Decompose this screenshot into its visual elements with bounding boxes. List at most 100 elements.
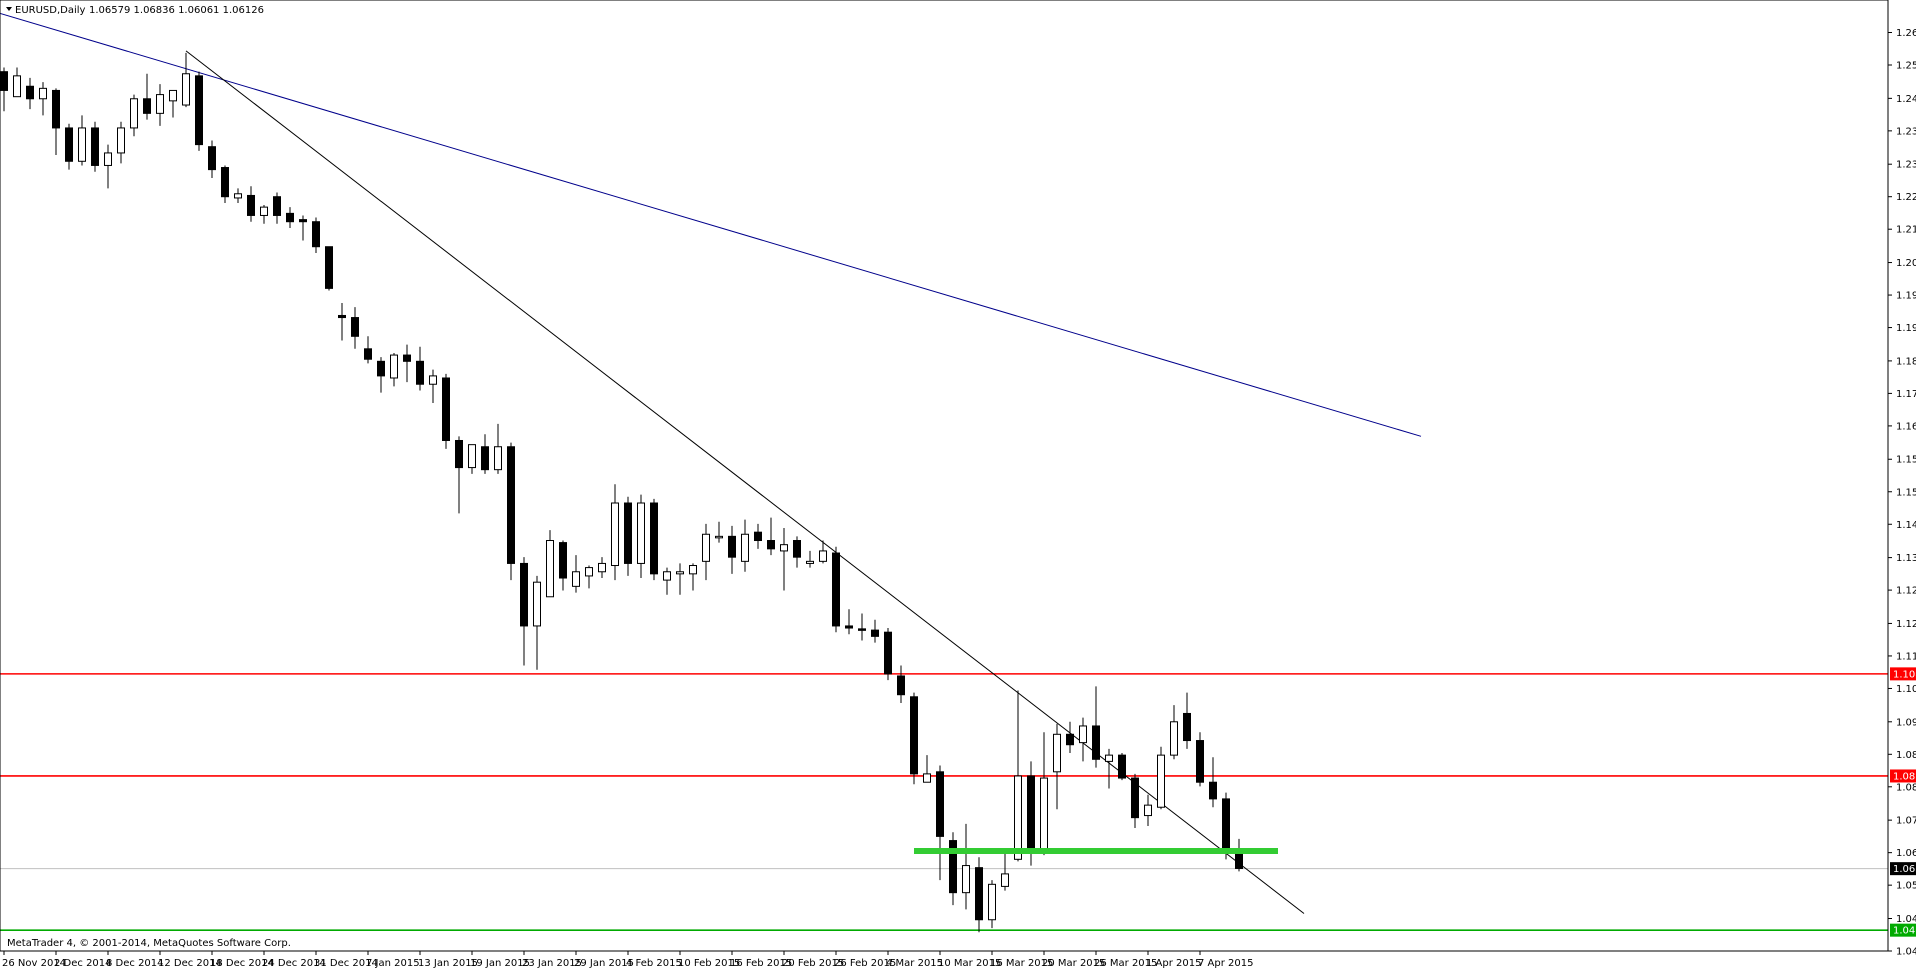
candle <box>13 67 21 98</box>
candle <box>650 498 658 581</box>
bull-candle-body <box>468 444 476 469</box>
candle <box>104 144 112 189</box>
candle <box>975 857 983 933</box>
short-term-downtrend-trendline[interactable] <box>185 50 1305 914</box>
bull-candle-body <box>1105 754 1113 762</box>
x-tick-label: 16 Mar 2015 <box>990 958 1053 969</box>
candle <box>1157 746 1165 810</box>
y-tick-label: 1.04150 <box>1896 947 1916 958</box>
bear-candle-body <box>832 552 840 627</box>
bear-candle-body <box>481 446 489 471</box>
candle <box>1092 686 1100 768</box>
candle <box>533 575 541 670</box>
y-tick-label: 1.12010 <box>1896 619 1916 630</box>
candle <box>182 52 190 108</box>
bear-candle-body <box>1222 798 1230 850</box>
candle <box>364 336 372 364</box>
x-tick-label: 7 Apr 2015 <box>1198 958 1253 969</box>
candle <box>1196 732 1204 787</box>
bull-candle-body <box>390 354 398 379</box>
bull-candle-body <box>1079 725 1087 744</box>
ohlc-readout: 1.06579 1.06836 1.06061 1.06126 <box>89 5 264 16</box>
bear-candle-body <box>793 540 801 558</box>
bull-candle-body <box>988 883 996 921</box>
x-tick-label: 10 Feb 2015 <box>678 958 740 969</box>
bear-candle-body <box>221 167 229 198</box>
candle <box>520 557 528 666</box>
candle <box>936 765 944 881</box>
bear-candle-body <box>1118 754 1126 779</box>
bear-candle-body <box>286 212 294 223</box>
candle <box>1079 717 1087 762</box>
candle <box>559 540 567 591</box>
candle <box>1209 757 1217 808</box>
level-price-label-0-bg <box>1890 667 1916 681</box>
y-tick-label: 1.23030 <box>1896 160 1916 171</box>
candle <box>728 525 736 574</box>
bear-candle-body <box>559 542 567 579</box>
price-axis: 1.26190 1.25410 1.24610 1.23830 1.23030 1.222… <box>1888 28 1916 958</box>
bull-candle-body <box>104 152 112 166</box>
x-tick-label: 24 Dec 2014 <box>262 958 326 969</box>
bear-candle-body <box>650 502 658 575</box>
bull-candle-body <box>598 562 606 573</box>
candle <box>1170 705 1178 760</box>
candle <box>988 880 996 929</box>
y-tick-label: 1.05730 <box>1896 881 1916 892</box>
level-price-label-2-bg <box>1890 923 1916 937</box>
y-tick-label: 1.26190 <box>1896 28 1916 39</box>
y-tick-label: 1.16750 <box>1896 421 1916 432</box>
dropdown-triangle-icon[interactable] <box>6 7 12 11</box>
candle <box>1001 848 1009 891</box>
long-term-downtrend-trendline[interactable] <box>0 3 1422 437</box>
bear-candle-body <box>754 531 762 542</box>
y-tick-label: 1.19110 <box>1896 323 1916 334</box>
bear-candle-body <box>338 314 346 319</box>
x-tick-label: 29 Jan 2015 <box>574 958 634 969</box>
bear-candle-body <box>910 696 918 775</box>
y-tick-label: 1.20670 <box>1896 258 1916 269</box>
symbol-label: EURUSD,Daily <box>15 5 86 16</box>
candle <box>598 557 606 579</box>
candle <box>832 546 840 633</box>
candle <box>1118 753 1126 781</box>
bull-candle-body <box>1170 721 1178 756</box>
bear-candle-body <box>949 840 957 894</box>
x-tick-label: 26 Feb 2015 <box>834 958 896 969</box>
bull-candle-body <box>13 75 21 98</box>
current-price-label-bg <box>1890 862 1916 876</box>
candle <box>910 692 918 785</box>
candle <box>819 540 827 564</box>
candle <box>390 352 398 387</box>
candle <box>611 484 619 581</box>
candle <box>1066 721 1074 754</box>
candle <box>78 115 86 166</box>
y-tick-label: 1.18310 <box>1896 356 1916 367</box>
bear-candle-body <box>377 360 385 377</box>
candle <box>377 357 385 393</box>
candle <box>169 89 177 118</box>
bear-candle-body <box>1027 775 1035 854</box>
bull-candle-body <box>780 544 788 552</box>
x-tick-label: 20 Mar 2015 <box>1042 958 1105 969</box>
candle <box>481 434 489 474</box>
bear-candle-body <box>936 771 944 837</box>
candle <box>429 369 437 403</box>
candle <box>624 496 632 576</box>
bear-candle-body <box>442 377 450 441</box>
candle <box>312 217 320 253</box>
bear-candle-body <box>0 71 8 91</box>
candle <box>156 84 164 126</box>
candle <box>949 832 957 906</box>
candle <box>260 205 268 224</box>
y-tick-label: 1.23830 <box>1896 126 1916 137</box>
candle <box>663 567 671 595</box>
level-price-label-1-bg <box>1890 769 1916 783</box>
bull-candle-body <box>234 193 242 199</box>
candle <box>585 565 593 589</box>
bear-candle-body <box>1066 733 1074 746</box>
bear-candle-body <box>1131 777 1139 819</box>
